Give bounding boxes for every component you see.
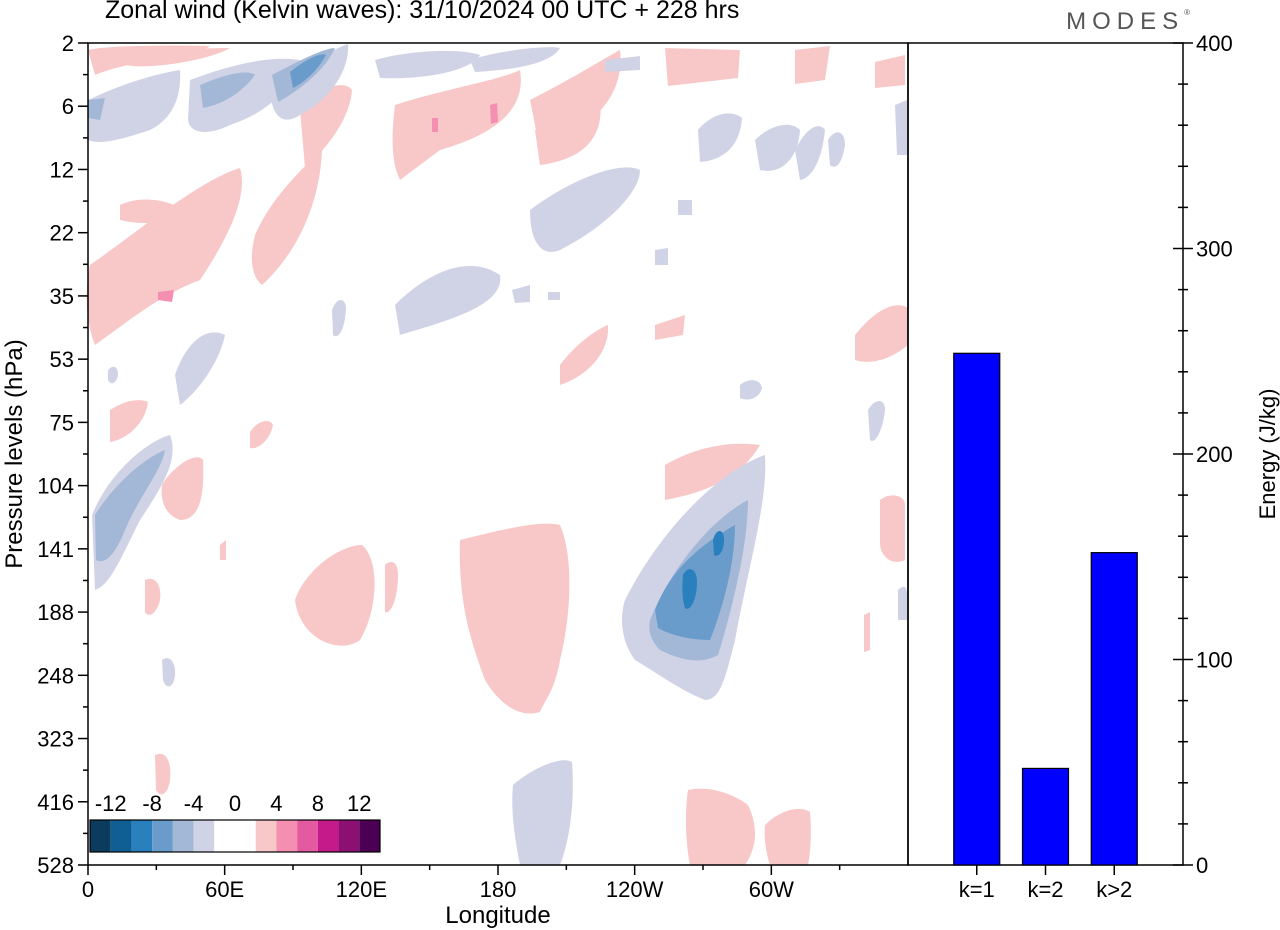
contour-panel-frame [87,42,909,866]
energy-axis-label: Energy (J/kg) [1255,389,1280,520]
colorbar-swatch [317,820,339,852]
colorbar-label: 4 [270,791,282,816]
x-tick-label: 60E [205,877,244,902]
colorbar-swatch [193,820,215,852]
energy-tick-label: 200 [1196,442,1233,467]
colorbar-label: -4 [184,791,204,816]
energy-bar [1090,552,1138,866]
colorbar-frame [89,819,381,853]
energy-tick-label: 100 [1196,648,1233,673]
colorbar: -12 -8 -4 0 4 8 12 [89,791,381,853]
x-tick-label: 120W [606,877,664,902]
colorbar-label: 12 [347,791,371,816]
energy-bars: k=1 k=2 k>2 [953,352,1138,902]
y-tick-label: 323 [37,727,74,752]
energy-tick-label: 400 [1196,31,1233,56]
colorbar-swatch [90,820,111,852]
y-tick-label: 6 [62,94,74,119]
y-tick-label: 2 [62,31,74,56]
brand-mark: ® [1184,8,1190,17]
x-tick-label: 60W [749,877,794,902]
bar-category-label: k>2 [1096,877,1132,902]
y-tick-label: 416 [37,790,74,815]
energy-bar [1021,767,1070,866]
chart-title: Zonal wind (Kelvin waves): 31/10/2024 00… [105,0,740,24]
y-tick-label: 248 [37,663,74,688]
colorbar-swatch [214,820,235,852]
colorbar-swatch [338,820,360,852]
y-tick-label: 75 [50,410,74,435]
x-tick-label: 120E [336,877,387,902]
brand-text: MODES [1066,8,1185,35]
colorbar-label: 0 [229,791,241,816]
y-tick-label: 53 [50,347,74,372]
y-tick-label: 12 [50,157,74,182]
colorbar-swatch [110,820,132,852]
energy-tick-label: 300 [1196,237,1233,262]
colorbar-swatch [255,820,277,852]
x-axis-label: Longitude [445,902,550,929]
energy-tick-label: 0 [1196,853,1208,878]
colorbar-label: -12 [95,791,127,816]
y-tick-label: 528 [37,853,74,878]
y-tick-label: 188 [37,600,74,625]
y-axis-label: Pressure levels (hPa) [1,339,28,568]
x-tick-label: 180 [480,877,517,902]
colorbar-swatch [131,820,153,852]
brand-logo: MODES® [1066,8,1190,36]
x-axis: 0 60E 120E 180 120W 60W [82,865,841,902]
bar-category-label: k=2 [1027,877,1063,902]
colorbar-label: 8 [312,791,324,816]
wind-contours [86,44,908,865]
y-axis: 2 6 12 22 35 53 75 104 141 188 248 323 416 528 [37,31,88,878]
x-tick-label: 0 [82,877,94,902]
colorbar-swatch [359,820,380,852]
energy-bar [953,352,1001,866]
y-tick-label: 35 [50,284,74,309]
y-tick-label: 104 [37,474,74,499]
colorbar-swatch [235,820,256,852]
colorbar-label: -8 [142,791,162,816]
energy-axis: 0 100 200 300 400 [1173,31,1233,878]
colorbar-swatch [172,820,194,852]
y-tick-label: 141 [37,537,74,562]
colorbar-swatch [152,820,173,852]
colorbar-swatch [276,820,298,852]
bar-panel-frame [907,42,1184,866]
y-tick-label: 22 [50,221,74,246]
colorbar-swatch [297,820,318,852]
bar-category-label: k=1 [959,877,995,902]
